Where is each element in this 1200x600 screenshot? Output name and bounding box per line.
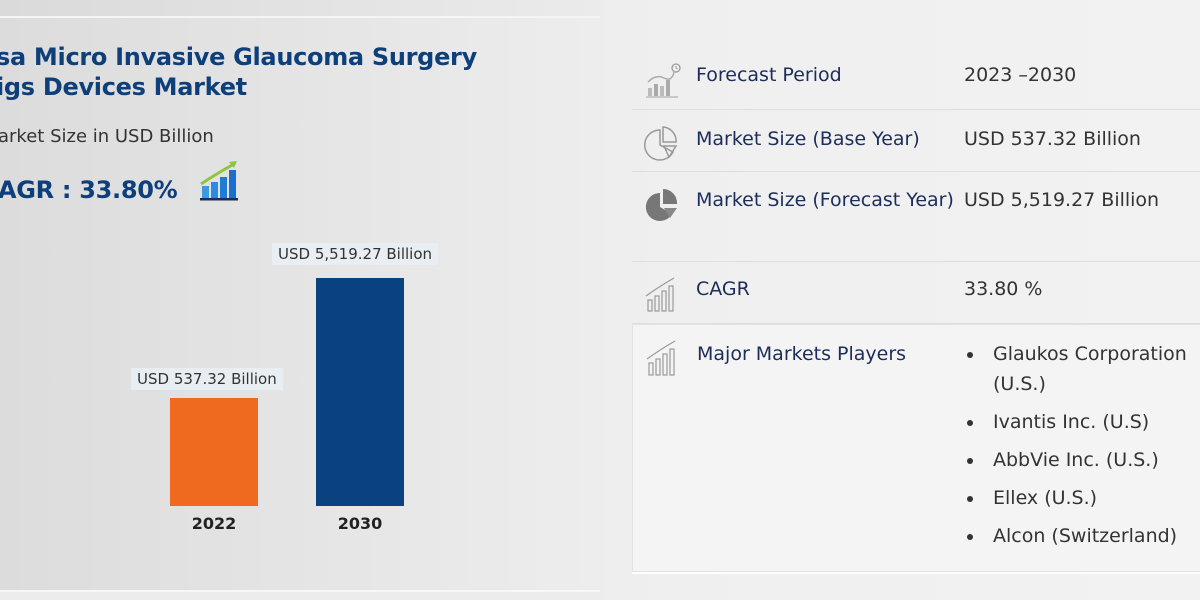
list-item: Glaukos Corporation (U.S.)	[965, 339, 1187, 399]
forecast-chart-icon	[646, 63, 681, 98]
summary-row-major-players: Major Markets Players Glaukos Corporatio…	[632, 324, 1200, 572]
summary-row-base-year: Market Size (Base Year) USD 537.32 Billi…	[632, 110, 1200, 172]
summary-row-forecast-period: Forecast Period 2023 –2030	[632, 42, 1200, 110]
cagr-row-value: 33.80 %	[964, 278, 1043, 300]
pie-chart-outline-icon	[644, 126, 678, 161]
bottom-divider-strip	[0, 590, 600, 600]
player-name: Alcon (Switzerland)	[993, 525, 1178, 547]
growth-chart-icon	[200, 161, 238, 201]
summary-row-forecast-year: Market Size (Forecast Year) USD 5,519.27…	[632, 172, 1200, 262]
x-axis-label-2030: 2030	[337, 514, 383, 533]
page-title: sa Micro Invasive Glaucoma Surgery igs D…	[0, 42, 556, 102]
list-item: Ivantis Inc. (U.S)	[965, 407, 1187, 437]
base-year-value: USD 537.32 Billion	[964, 128, 1141, 150]
bar-value-label-2030: USD 5,519.27 Billion	[272, 243, 439, 265]
forecast-period-label: Forecast Period	[696, 64, 842, 86]
x-axis-label-2022: 2022	[191, 514, 237, 533]
bar-2030	[316, 278, 404, 506]
cagr-label: AGR : 33.80%	[0, 176, 178, 204]
forecast-year-value: USD 5,519.27 Billion	[964, 189, 1160, 211]
top-divider-strip	[0, 0, 600, 18]
players-list: Glaukos Corporation (U.S.) Ivantis Inc. …	[965, 339, 1187, 559]
bar-growth-icon	[646, 340, 676, 376]
player-name: Ivantis Inc. (U.S)	[993, 411, 1150, 433]
chart-panel: sa Micro Invasive Glaucoma Surgery igs D…	[0, 42, 600, 550]
cagr-row-label: CAGR	[696, 278, 750, 300]
summary-row-cagr: CAGR 33.80 %	[632, 262, 1200, 324]
pie-chart-filled-icon	[645, 188, 678, 221]
summary-table: Forecast Period 2023 –2030 Market Size (…	[632, 42, 1200, 572]
bar-growth-icon	[645, 277, 675, 312]
title-line-2: igs Devices Market	[0, 73, 247, 101]
player-name: Ellex (U.S.)	[993, 487, 1098, 509]
bar-chart: USD 537.32 Billion 2022 USD 5,519.27 Bil…	[0, 230, 600, 550]
list-item: Alcon (Switzerland)	[965, 521, 1187, 551]
list-item: Ellex (U.S.)	[965, 483, 1187, 513]
forecast-year-label: Market Size (Forecast Year)	[696, 189, 954, 211]
title-line-1: sa Micro Invasive Glaucoma Surgery	[0, 43, 477, 71]
player-name: Glaukos Corporation	[993, 343, 1187, 365]
bar-2022	[170, 398, 258, 506]
base-year-label: Market Size (Base Year)	[696, 128, 920, 150]
forecast-period-value: 2023 –2030	[964, 64, 1077, 86]
player-country: (U.S.)	[993, 373, 1046, 395]
major-players-label: Major Markets Players	[697, 343, 907, 365]
list-item: AbbVie Inc. (U.S.)	[965, 445, 1187, 475]
bar-value-label-2022: USD 537.32 Billion	[131, 368, 283, 390]
player-name: AbbVie Inc. (U.S.)	[993, 449, 1159, 471]
chart-subtitle: arket Size in USD Billion	[0, 126, 214, 147]
